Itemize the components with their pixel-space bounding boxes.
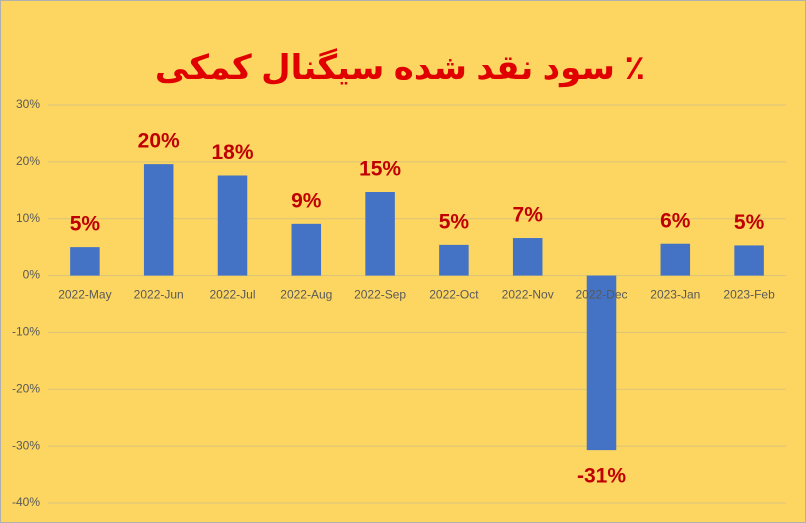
value-label: 6%	[660, 209, 691, 232]
x-tick-label: 2023-Feb	[723, 288, 775, 302]
y-tick-label: 30%	[16, 97, 40, 111]
value-label: 9%	[291, 189, 322, 212]
x-tick-label: 2022-Jun	[134, 288, 184, 302]
value-label: 5%	[734, 211, 765, 234]
y-tick-label: 10%	[16, 211, 40, 225]
y-tick-label: -20%	[12, 381, 40, 395]
x-tick-label: 2022-Sep	[354, 288, 406, 302]
bar	[660, 243, 691, 276]
y-tick-label: -40%	[12, 495, 40, 509]
bar	[439, 244, 469, 276]
bar	[365, 191, 395, 276]
bar	[734, 245, 764, 276]
bar	[70, 247, 100, 276]
x-tick-label: 2022-Dec	[575, 288, 627, 302]
bar	[291, 223, 322, 276]
y-tick-label: 20%	[16, 154, 40, 168]
value-label: 15%	[359, 158, 401, 181]
bar	[586, 275, 617, 451]
value-label: 7%	[513, 204, 544, 227]
x-tick-label: 2022-May	[58, 288, 111, 302]
bar	[143, 164, 174, 276]
x-tick-label: 2022-Jul	[209, 288, 255, 302]
x-tick-label: 2022-Nov	[502, 288, 554, 302]
y-tick-label: -10%	[12, 325, 40, 339]
y-tick-label: 0%	[23, 268, 41, 282]
value-label: 5%	[70, 213, 101, 236]
value-label: 5%	[439, 210, 470, 233]
x-tick-label: 2022-Aug	[280, 288, 332, 302]
value-label: 20%	[138, 130, 180, 153]
x-tick-label: 2023-Jan	[650, 288, 700, 302]
x-tick-label: 2022-Oct	[429, 288, 479, 302]
bar	[512, 238, 543, 276]
y-tick-label: -30%	[12, 438, 40, 452]
chart-title: ٪ سود نقد شده سیگنال کمکی	[155, 48, 645, 88]
value-label: 18%	[211, 141, 253, 164]
bar	[217, 175, 248, 276]
value-label: -31%	[577, 465, 626, 488]
